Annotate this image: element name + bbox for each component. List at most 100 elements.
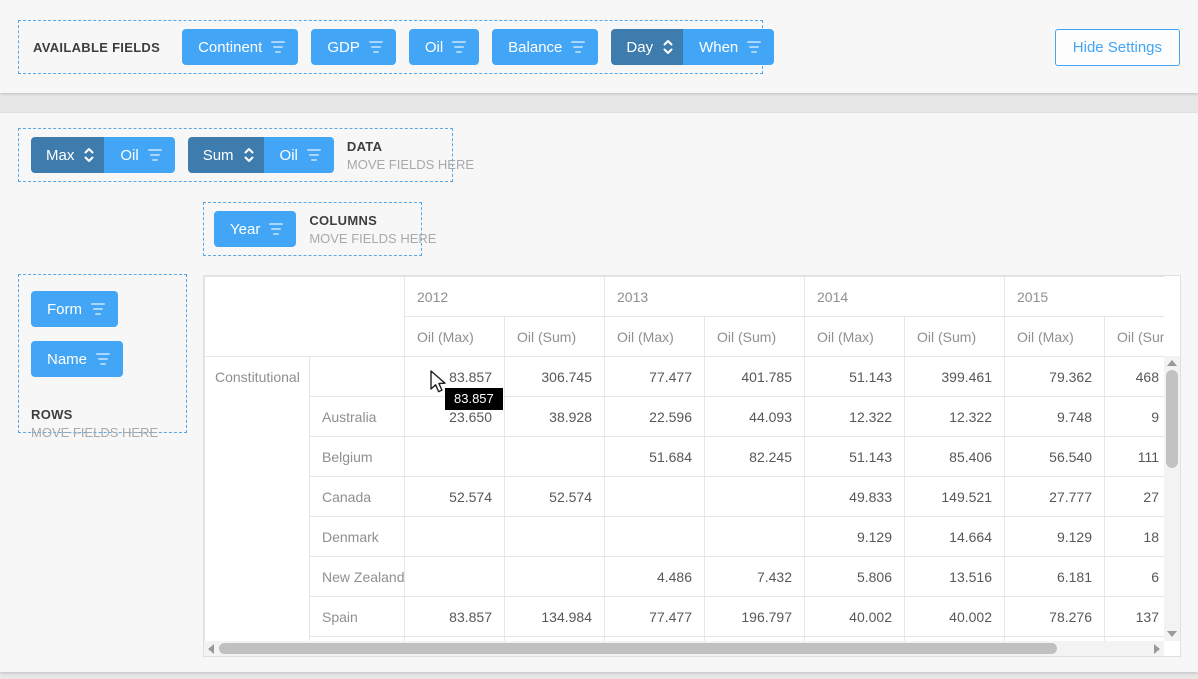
cell-value[interactable] [404, 436, 505, 477]
column-header-measure[interactable]: Oil (Sum) [504, 316, 605, 357]
vertical-scrollbar[interactable] [1164, 356, 1180, 641]
cell-value[interactable]: 40.002 [804, 596, 905, 637]
cell-value[interactable]: 196.797 [704, 596, 805, 637]
cell-value[interactable]: 5.806 [804, 556, 905, 597]
hide-settings-button[interactable]: Hide Settings [1054, 29, 1180, 66]
cell-value[interactable] [604, 516, 705, 557]
cell-value[interactable]: 7.432 [704, 556, 805, 597]
cell-value[interactable]: 111 [1104, 436, 1164, 477]
row-label[interactable]: Australia [309, 396, 405, 437]
sort-arrows-icon[interactable] [662, 37, 674, 57]
cell-value[interactable]: 82.245 [704, 436, 805, 477]
cell-value[interactable]: 134.984 [504, 596, 605, 637]
cell-value[interactable] [404, 556, 505, 597]
filter-icon[interactable] [147, 149, 162, 161]
selector-button[interactable]: Day [611, 29, 684, 65]
cell-value[interactable]: 22.596 [604, 396, 705, 437]
row-label[interactable]: Canada [309, 476, 405, 517]
field-button[interactable]: Continent [182, 29, 299, 65]
field-chip-gdp[interactable]: GDP [311, 29, 396, 65]
cell-value[interactable]: 27.777 [1004, 476, 1105, 517]
cell-value[interactable]: 4.486 [604, 556, 705, 597]
field-button[interactable]: Oil [263, 137, 334, 173]
field-button[interactable]: Name [31, 341, 124, 377]
cell-value[interactable]: 52.574 [504, 476, 605, 517]
column-header-measure[interactable]: Oil (Sum) [1104, 316, 1164, 357]
horizontal-scrollbar[interactable] [204, 641, 1164, 656]
cell-value[interactable]: 468 [1104, 356, 1164, 397]
columns-drop-zone[interactable]: Year COLUMNS MOVE FIELDS HERE [203, 202, 436, 256]
sort-arrows-icon[interactable] [243, 145, 255, 165]
cell-value[interactable]: 56.540 [1004, 436, 1105, 477]
field-button[interactable]: Oil [104, 137, 175, 173]
cell-value[interactable]: 399.461 [904, 356, 1005, 397]
cell-value[interactable] [504, 556, 605, 597]
field-button[interactable]: Balance [492, 29, 599, 65]
filter-icon[interactable] [306, 149, 321, 161]
scroll-left-arrow-icon[interactable] [208, 644, 214, 654]
column-header-year[interactable]: 2012 [404, 276, 605, 317]
cell-value[interactable] [704, 476, 805, 517]
cell-value[interactable]: 49.833 [804, 476, 905, 517]
field-chip-continent[interactable]: Continent [182, 29, 299, 65]
cell-value[interactable]: 77.477 [604, 596, 705, 637]
column-header-year[interactable]: 2013 [604, 276, 805, 317]
field-chip-balance[interactable]: Balance [492, 29, 599, 65]
row-label[interactable]: Spain [309, 596, 405, 637]
filter-icon[interactable] [271, 41, 286, 53]
horizontal-scrollbar-thumb[interactable] [219, 643, 1057, 654]
field-chip-year[interactable]: Year [214, 211, 297, 247]
cell-value[interactable]: 79.362 [1004, 356, 1105, 397]
data-drop-zone[interactable]: Max Oil Sum Oil DATA MOVE FIELDS HERE [18, 128, 474, 182]
cell-value[interactable] [504, 436, 605, 477]
row-label[interactable]: Belgium [309, 436, 405, 477]
scroll-down-arrow-icon[interactable] [1167, 631, 1177, 637]
cell-value[interactable]: 85.406 [904, 436, 1005, 477]
cell-value[interactable]: 137 [1104, 596, 1164, 637]
field-chip-name[interactable]: Name [31, 341, 124, 377]
rows-drop-zone[interactable]: Form Name ROWS MOVE FIELDS HERE [18, 274, 187, 440]
column-header-year[interactable]: 2014 [804, 276, 1005, 317]
field-button[interactable]: Year [214, 211, 297, 247]
cell-value[interactable]: 40.002 [904, 596, 1005, 637]
field-chip-oil[interactable]: Oil [408, 29, 480, 65]
field-chip-oil[interactable]: Max Oil [31, 137, 175, 173]
sort-arrows-icon[interactable] [83, 145, 95, 165]
column-header-measure[interactable]: Oil (Sum) [704, 316, 805, 357]
cell-value[interactable]: 401.785 [704, 356, 805, 397]
filter-icon[interactable] [269, 223, 284, 235]
column-header-measure[interactable]: Oil (Max) [604, 316, 705, 357]
cell-value[interactable]: 14.664 [904, 516, 1005, 557]
vertical-scrollbar-thumb[interactable] [1166, 370, 1178, 468]
cell-value[interactable]: 51.143 [804, 436, 905, 477]
cell-value[interactable]: 9.129 [804, 516, 905, 557]
field-button[interactable]: GDP [311, 29, 396, 65]
cell-value[interactable]: 27 [1104, 476, 1164, 517]
field-button[interactable]: Oil [408, 29, 480, 65]
filter-icon[interactable] [96, 353, 111, 365]
cell-value[interactable]: 44.093 [704, 396, 805, 437]
cell-value[interactable]: 149.521 [904, 476, 1005, 517]
scroll-right-arrow-icon[interactable] [1154, 644, 1160, 654]
field-button[interactable]: Form [31, 291, 118, 327]
column-header-year[interactable]: 2015 [1004, 276, 1164, 317]
row-label[interactable]: Denmark [309, 516, 405, 557]
field-chip-form[interactable]: Form [31, 291, 118, 327]
cell-value[interactable] [704, 516, 805, 557]
column-header-measure[interactable]: Oil (Max) [804, 316, 905, 357]
cell-value[interactable]: 12.322 [904, 396, 1005, 437]
column-header-measure[interactable]: Oil (Max) [404, 316, 505, 357]
cell-value[interactable]: 77.477 [604, 356, 705, 397]
available-fields-zone[interactable]: AVAILABLE FIELDS Continent GDP Oil Balance D… [18, 20, 775, 74]
cell-value[interactable]: 306.745 [504, 356, 605, 397]
cell-value[interactable]: 9.129 [1004, 516, 1105, 557]
filter-icon[interactable] [368, 41, 383, 53]
column-header-measure[interactable]: Oil (Sum) [904, 316, 1005, 357]
cell-value[interactable]: 51.143 [804, 356, 905, 397]
filter-icon[interactable] [571, 41, 586, 53]
cell-value[interactable]: 6 [1104, 556, 1164, 597]
cell-value[interactable]: 78.276 [1004, 596, 1105, 637]
cell-value[interactable] [604, 476, 705, 517]
field-chip-oil[interactable]: Sum Oil [187, 137, 334, 173]
cell-value[interactable]: 13.516 [904, 556, 1005, 597]
